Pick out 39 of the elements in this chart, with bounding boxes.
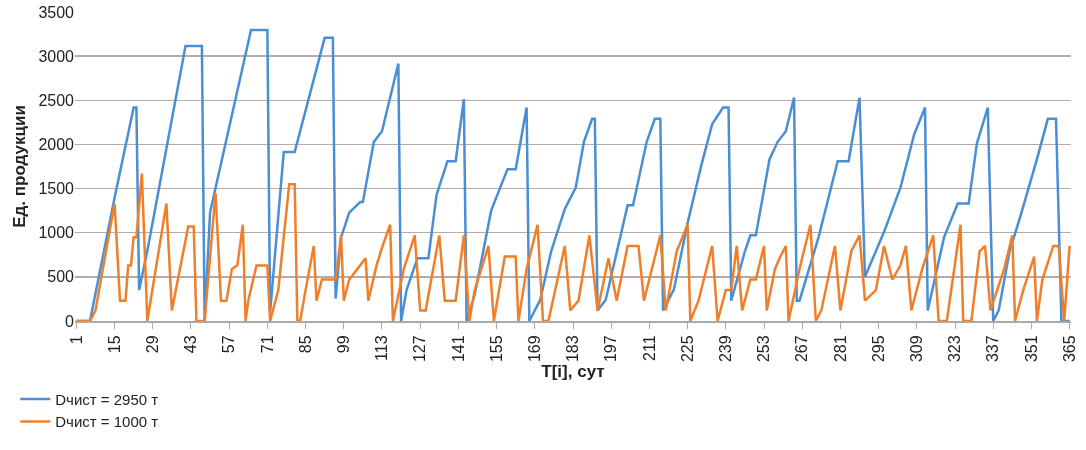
- legend-label: Dчист = 1000 т: [55, 413, 159, 431]
- y-tick-label: 1500: [38, 180, 75, 198]
- x-tick-label: 239: [717, 335, 735, 363]
- x-tick-label: 225: [678, 335, 696, 363]
- x-tick-label: 323: [946, 335, 964, 363]
- x-axis-title: T[i], сут: [541, 362, 605, 382]
- x-tick-label: 113: [373, 335, 391, 361]
- x-tick-label: 337: [984, 335, 1002, 363]
- x-tick-label: 295: [869, 335, 887, 363]
- x-tick-label: 29: [143, 335, 161, 354]
- x-tick-label: 183: [564, 335, 582, 363]
- x-tick-label: 351: [1022, 335, 1040, 363]
- y-tick-label: 500: [47, 268, 75, 286]
- y-tick-label: 2000: [38, 136, 75, 154]
- x-tick-label: 155: [487, 335, 505, 363]
- x-tick-label: 267: [793, 335, 811, 363]
- x-tick-label: 15: [105, 335, 123, 354]
- y-tick-label: 0: [65, 312, 75, 330]
- y-tick-label: 1000: [38, 224, 75, 242]
- y-tick-label: 2500: [38, 91, 75, 109]
- x-tick-label: 281: [831, 335, 849, 363]
- x-tick-label: 253: [755, 335, 773, 363]
- x-tick-label: 365: [1060, 335, 1078, 363]
- x-tick-label: 71: [258, 335, 276, 354]
- x-tick-label: 1: [67, 335, 85, 345]
- x-tick-label: 211: [640, 335, 658, 361]
- x-tick-label: 85: [296, 335, 314, 354]
- legend-label: Dчист = 2950 т: [55, 390, 159, 408]
- x-tick-label: 99: [334, 335, 352, 354]
- y-tick-label: 3500: [38, 3, 75, 21]
- y-tick-label: 3000: [38, 47, 75, 65]
- x-tick-label: 127: [411, 335, 429, 363]
- y-axis-title: Ед. продукции: [9, 105, 29, 228]
- x-tick-label: 197: [602, 335, 620, 363]
- x-tick-label: 57: [220, 335, 238, 354]
- x-tick-label: 309: [908, 335, 926, 363]
- x-tick-label: 141: [449, 335, 467, 363]
- x-tick-label: 169: [526, 335, 543, 363]
- x-tick-label: 43: [182, 335, 200, 354]
